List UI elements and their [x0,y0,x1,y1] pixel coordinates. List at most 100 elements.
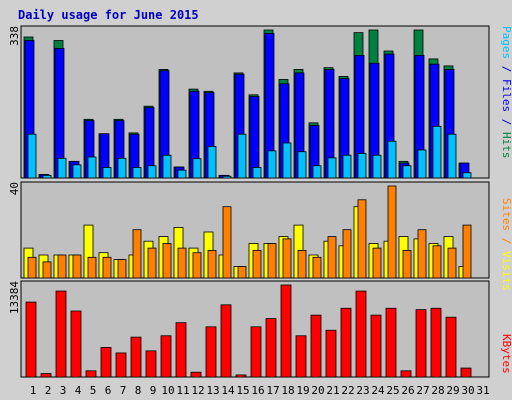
kbytes-bar-day-2 [40,373,52,378]
sites-bar-day-19 [297,249,307,279]
kbytes-ymax-label: 13384 [8,281,21,314]
kbytes-bar-day-14 [220,304,232,378]
kbytes-bar-day-29 [445,316,457,378]
pages-bar-day-23 [357,153,367,179]
x-tick-day-5: 5 [90,384,97,397]
kbytes-bar-day-7 [115,352,127,378]
kbytes-bar-day-8 [130,336,142,378]
x-axis-day-labels: 1 2 3 4 5 6 7 8 9 10 11 12 13 14 15 16 17 18 19 20 21 22 23 24 2… [30,384,490,397]
x-tick-day-22: 22 [341,384,354,397]
x-tick-day-16: 16 [251,384,264,397]
kbytes-bars [25,284,472,378]
x-tick-day-24: 24 [371,384,385,397]
sites-bar-day-1 [27,256,37,279]
x-tick-day-13: 13 [206,384,219,397]
sites-bar-day-17 [267,243,277,279]
visits-sites-ymax-label: 40 [8,182,21,195]
kbytes-bar-day-11 [175,322,187,378]
kbytes-bar-day-10 [160,335,172,378]
x-tick-day-18: 18 [281,384,294,397]
sites-bar-day-22 [342,229,352,279]
visits-sites-panel: 40 Sites / Visits [8,181,512,291]
pages-bar-day-30 [462,172,472,179]
pages-bar-day-2 [42,174,52,179]
hits-files-pages-legend: Pages / Files / Hits [500,26,512,159]
x-tick-day-6: 6 [105,384,112,397]
legend-files: Files [500,79,512,112]
kbytes-bar-day-22 [340,307,352,378]
visits-sites-legend: Sites / Visits [500,198,512,291]
pages-bar-day-6 [102,167,112,179]
sites-bar-day-30 [462,224,472,279]
legend-sites: Sites [500,198,512,231]
kbytes-bar-day-4 [70,310,82,378]
pages-bar-day-3 [57,157,67,179]
sites-bar-day-20 [312,256,322,279]
kbytes-bar-day-19 [295,335,307,378]
x-tick-day-21: 21 [326,384,339,397]
sites-bar-day-2 [42,261,52,279]
pages-bar-day-11 [177,169,187,179]
x-tick-day-20: 20 [311,384,324,397]
kbytes-panel: 13384 KBytes [8,280,512,378]
x-tick-day-11: 11 [176,384,189,397]
legend-kbytes: KBytes [500,334,512,374]
x-tick-day-14: 14 [221,384,235,397]
sites-bar-day-29 [447,247,457,279]
legend-pages: Pages [500,26,512,59]
pages-bar-day-18 [282,142,292,179]
kbytes-bar-day-21 [325,329,337,378]
x-tick-day-27: 27 [416,384,429,397]
pages-bar-day-13 [207,146,217,179]
kbytes-bar-day-13 [205,326,217,378]
kbytes-bar-day-15 [235,374,247,378]
pages-bar-day-26 [402,165,412,179]
sites-bar-day-3 [57,254,67,279]
kbytes-bar-day-30 [460,367,472,378]
pages-bar-day-25 [387,140,397,179]
kbytes-bar-day-9 [145,350,157,378]
files-bar-day-16 [249,96,260,179]
x-tick-day-31: 31 [476,384,489,397]
kbytes-bar-day-5 [85,370,97,378]
sites-bar-day-21 [327,236,337,279]
pages-bar-day-16 [252,167,262,179]
sites-bar-day-26 [402,249,412,279]
kbytes-bar-day-23 [355,290,367,378]
sites-bar-day-9 [147,247,157,279]
pages-bar-day-21 [327,157,337,179]
x-tick-day-12: 12 [191,384,204,397]
sites-bar-day-8 [132,229,142,279]
x-tick-day-15: 15 [236,384,249,397]
kbytes-bar-day-27 [415,309,427,378]
x-tick-day-26: 26 [401,384,414,397]
pages-bar-day-4 [72,164,82,179]
x-tick-day-29: 29 [446,384,459,397]
pages-bar-day-22 [342,154,352,179]
kbytes-bar-day-12 [190,371,202,378]
kbytes-bar-day-18 [280,284,292,378]
pages-bar-day-7 [117,157,127,179]
kbytes-bar-day-17 [265,318,277,378]
pages-bar-day-8 [132,167,142,179]
kbytes-bar-day-25 [385,307,397,378]
kbytes-bar-day-3 [55,290,67,378]
sites-bar-day-7 [117,259,127,279]
hits-files-pages-ymax-label: 338 [8,26,21,46]
x-tick-day-10: 10 [161,384,174,397]
x-tick-day-19: 19 [296,384,309,397]
kbytes-legend: KBytes [500,334,512,374]
sites-bar-day-15 [237,266,247,279]
x-tick-day-28: 28 [431,384,444,397]
kbytes-bar-day-26 [400,370,412,378]
pages-bar-day-29 [447,133,457,179]
pages-bar-day-9 [147,165,157,179]
sites-bar-day-23 [357,199,367,279]
visits-sites-bars [23,185,472,279]
kbytes-bar-day-24 [370,314,382,378]
pages-bar-day-17 [267,150,277,179]
x-tick-day-23: 23 [356,384,369,397]
sites-bar-day-27 [417,229,427,279]
